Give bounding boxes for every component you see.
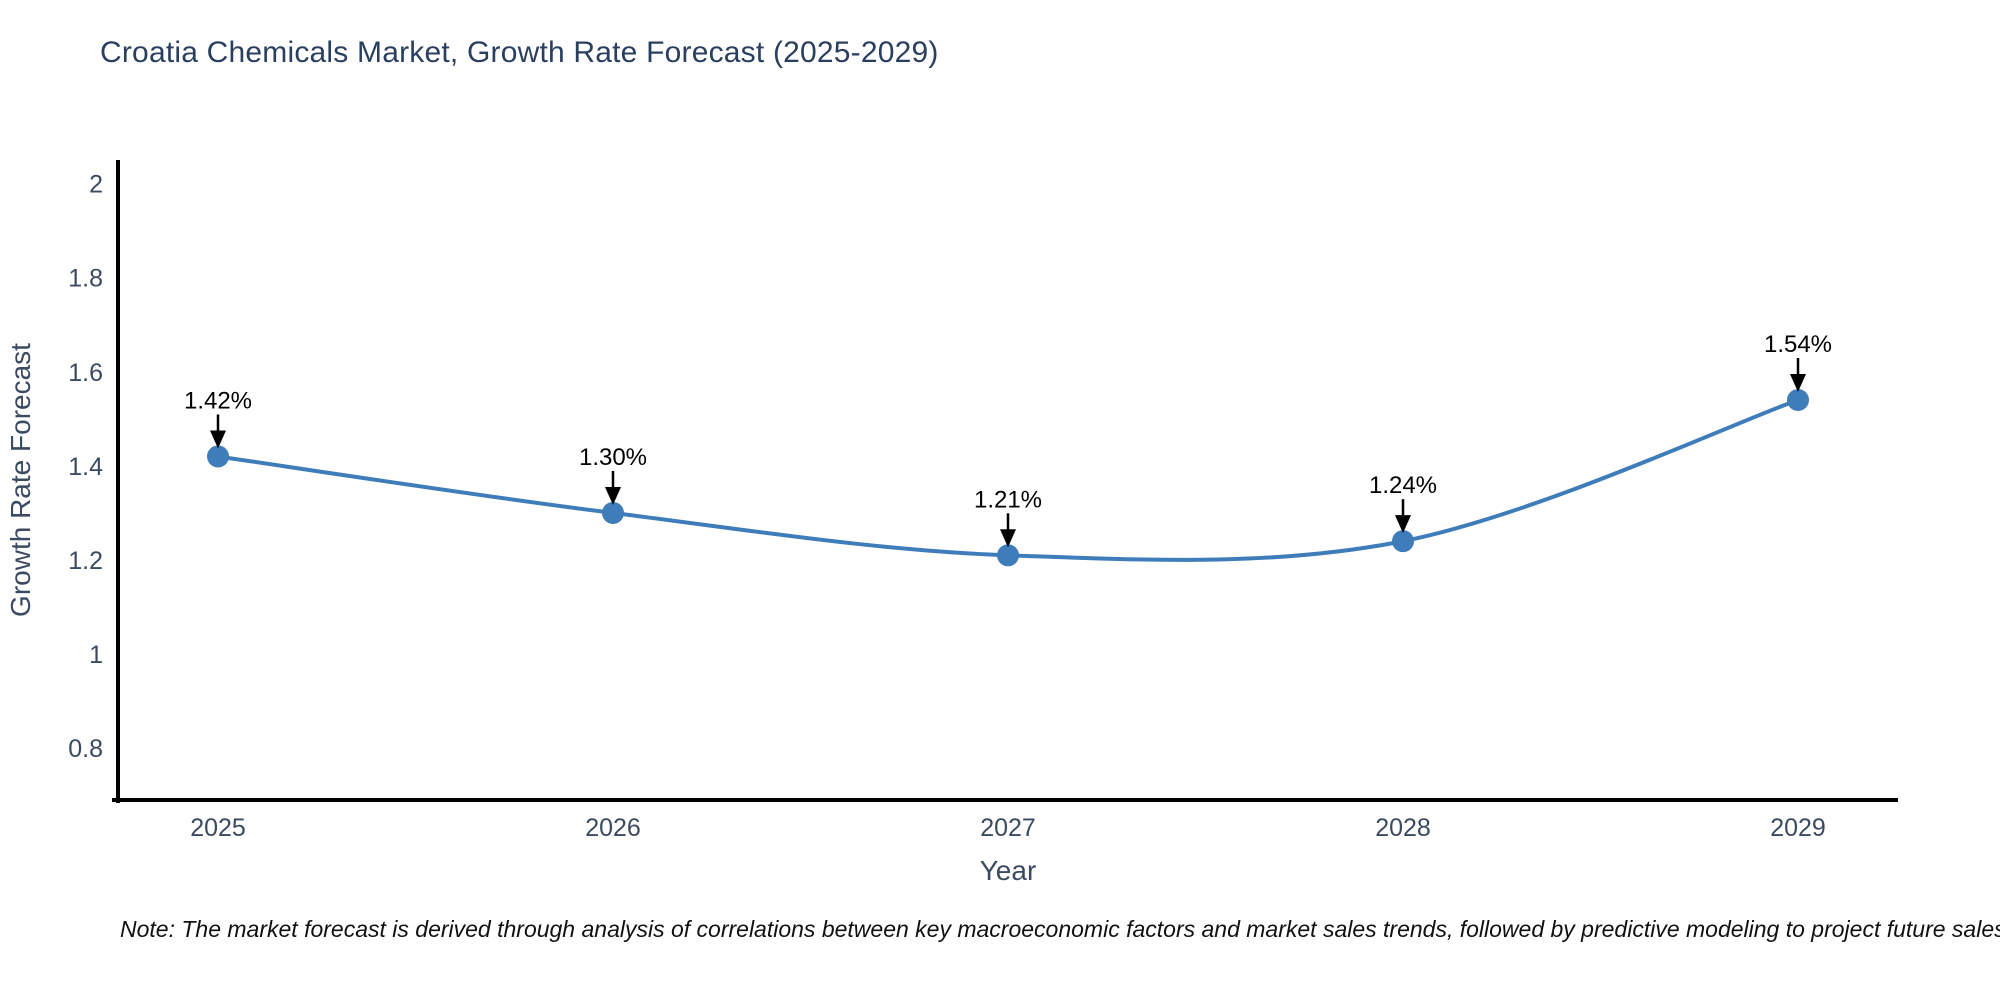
data-point-2028 [1392, 530, 1414, 553]
y-axis-title: Growth Rate Forecast [5, 343, 36, 617]
annotation-arrowhead-icon [1395, 515, 1411, 534]
footnote: Note: The market forecast is derived thr… [120, 916, 2000, 942]
point-value-label-2029: 1.54% [1764, 331, 1832, 358]
data-point-2025 [207, 445, 229, 468]
chart-title: Croatia Chemicals Market, Growth Rate Fo… [100, 36, 939, 69]
point-value-label-2027: 1.21% [974, 486, 1042, 513]
y-tick-label-1.2: 1.2 [68, 547, 103, 575]
point-value-label-2025: 1.42% [184, 387, 252, 414]
annotation-arrowhead-icon [1000, 529, 1016, 548]
y-tick-label-1.6: 1.6 [68, 359, 103, 387]
y-tick-label-1.8: 1.8 [68, 265, 103, 293]
x-axis-title: Year [980, 855, 1037, 886]
annotation-arrowhead-icon [1790, 374, 1806, 392]
point-value-label-2026: 1.30% [579, 444, 647, 471]
data-point-2027 [997, 544, 1019, 567]
x-tick-label-2029: 2029 [1770, 814, 1826, 842]
point-value-label-2028: 1.24% [1369, 472, 1437, 499]
data-point-2029 [1787, 389, 1809, 411]
x-tick-label-2028: 2028 [1375, 814, 1431, 842]
y-tick-label-1.4: 1.4 [68, 453, 103, 481]
data-point-2026 [602, 501, 624, 524]
annotation-arrowhead-icon [210, 430, 226, 449]
x-tick-label-2026: 2026 [585, 814, 641, 842]
x-tick-label-2025: 2025 [190, 814, 246, 842]
y-tick-label-1: 1 [89, 641, 103, 669]
annotation-arrowhead-icon [605, 486, 621, 505]
y-tick-label-0.8: 0.8 [68, 735, 103, 763]
x-tick-label-2027: 2027 [980, 814, 1036, 842]
y-tick-label-2: 2 [89, 171, 103, 199]
